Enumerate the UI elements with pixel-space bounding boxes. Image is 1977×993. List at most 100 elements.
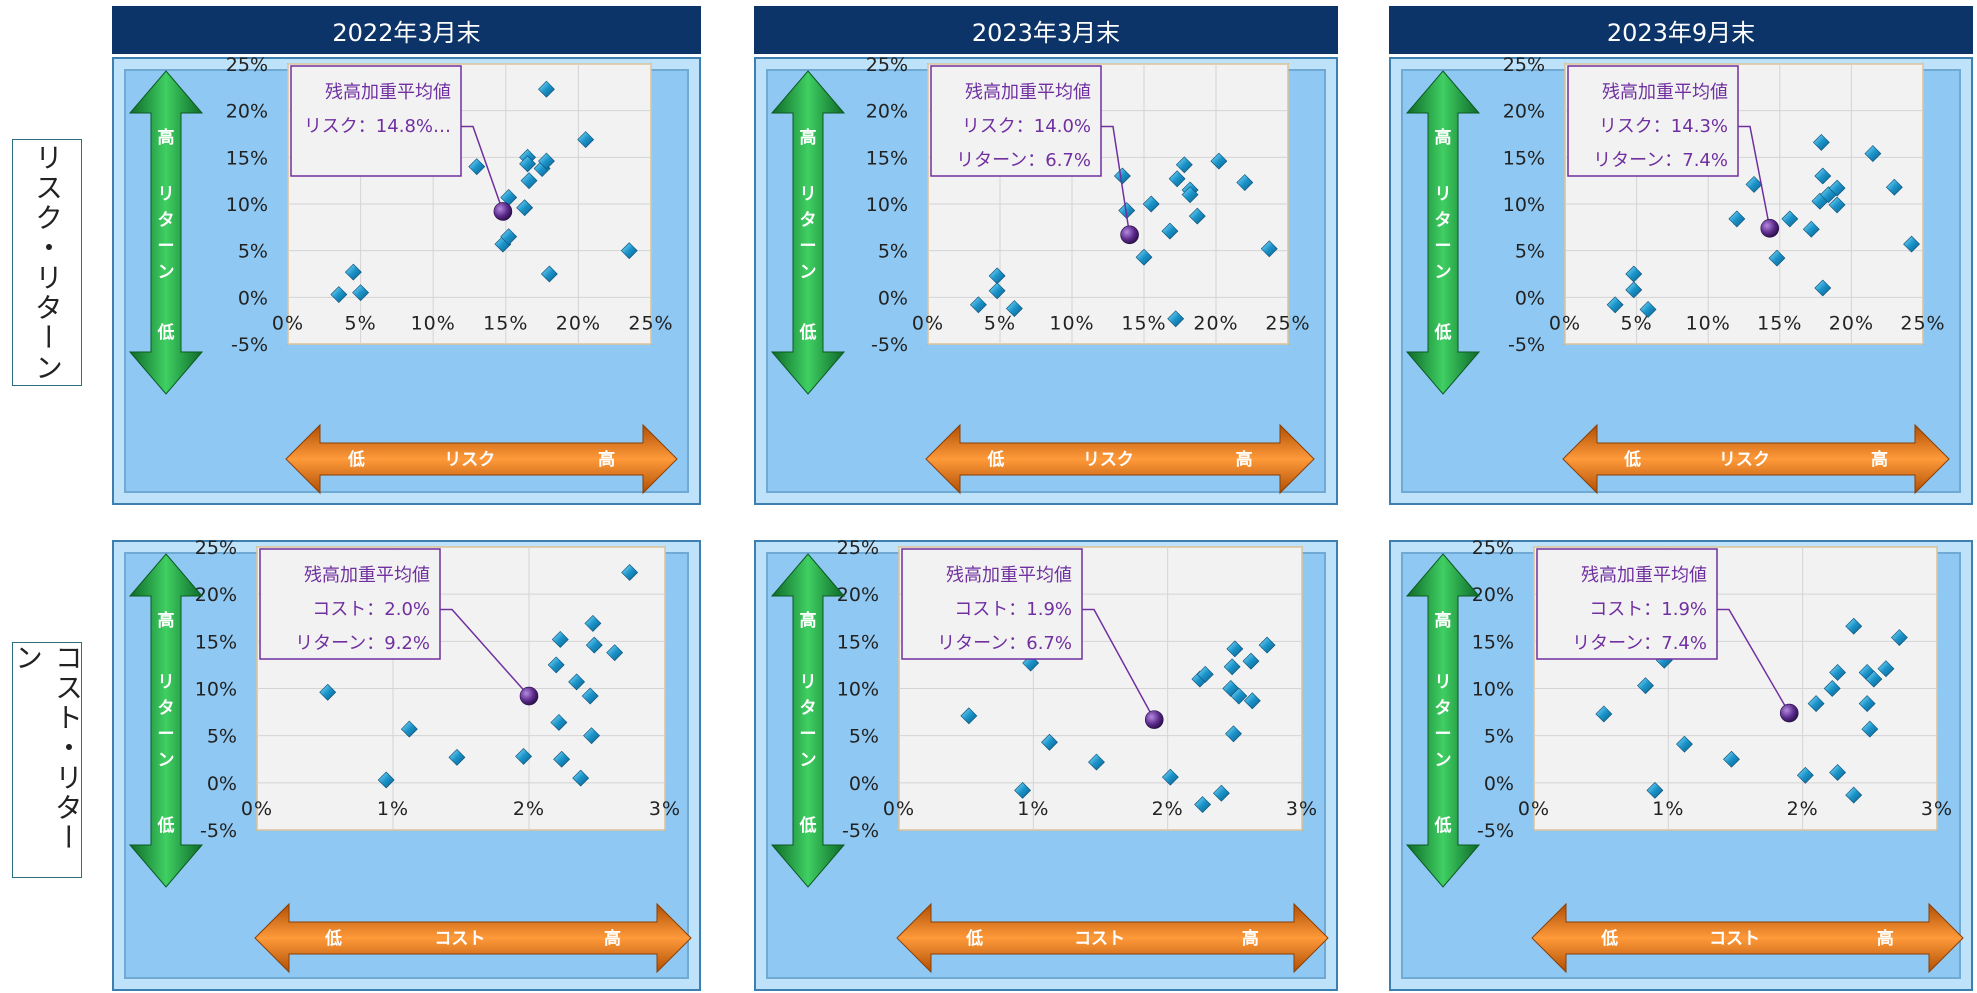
callout-line1: リスク：14.8%… [304,116,451,137]
arrow-label-low: 低 [965,928,983,949]
data-point-marker [1223,658,1241,676]
y-tick-label: 0% [1484,773,1514,795]
data-point-marker [1230,687,1248,705]
data-point-marker [584,614,602,632]
y-tick-label: 25% [837,537,879,559]
y-tick-label: 15% [226,147,268,169]
data-points [960,636,1276,813]
x-tick-label: 20% [556,312,601,334]
data-point-marker [1796,766,1814,784]
y-tick-label: -5% [871,334,908,356]
data-point-marker [1135,248,1153,266]
data-point-marker [960,707,978,725]
arrow-label-return-char: タ [158,211,175,231]
arrow-label-return-char: ー [800,725,817,745]
x-tick-label: 1% [1017,798,1049,820]
data-point-marker [538,152,555,170]
arrow-label-return-char: リ [800,185,817,205]
arrow-shape [896,902,1329,974]
data-point-marker [1812,133,1830,151]
arrow-label-high: 高 [1871,449,1888,470]
data-point-marker [1637,677,1654,695]
data-point-marker [969,296,987,314]
arrow-shape [1562,423,1950,495]
callout-box [259,548,441,660]
data-point-marker [988,282,1006,300]
data-point-marker [1885,178,1903,196]
arrow-label-high: 高 [1877,928,1894,949]
x-tick-label: 3% [1921,798,1953,820]
arrow-label-return-char: タ [800,211,817,231]
data-point-marker [1814,167,1832,185]
y-tick-label: 5% [1484,726,1514,748]
data-point-marker [568,673,586,691]
average-marker [1120,225,1139,245]
callout-line2: リターン：7.4% [1572,633,1707,654]
data-point-marker [1829,664,1847,681]
callout-line1: リスク：14.0% [962,116,1091,137]
callout-box [1567,65,1739,177]
data-point-marker [515,747,532,765]
callout-box [290,65,462,177]
scatter-chart: 25%20%15%10%5%0%-5%0% 5% 10% 15% 20% 25%残高加重平… [1405,54,1950,495]
y-tick-label: 5% [1515,241,1545,263]
chart-panel-cost-2023-03: 25% 20% 15% 10% 5% 0% -5% 0% 1% 2% 3% 残高加重平均値 コスト：1.… [754,537,1338,991]
data-point-marker [377,771,395,789]
arrow-label-return-char: ー [158,237,175,257]
x-tick-label: 3% [649,798,681,820]
arrow-label-return-char: リ [158,185,175,205]
average-marker [1144,710,1164,729]
arrow-label-low: 低 [1434,322,1452,343]
data-point-marker [1210,152,1228,170]
arrow-label-name: リスク [1083,450,1134,470]
data-point-marker [1861,720,1879,738]
callout-title: 残高加重平均値 [304,565,430,586]
arrow-label-return-char: タ [800,699,817,719]
data-point-marker [1005,300,1023,317]
y-tick-label: 25% [866,54,908,76]
chart-panel-risk-2023-03: 25% 20% 15% 10% 5% 0% -5% 0% 5% 10% 15% 20% 25% 残高加重平… [754,54,1338,505]
data-point-marker [1858,695,1876,713]
y-tick-label: 20% [195,584,237,606]
data-point-marker [1196,665,1214,683]
y-tick-label: 10% [1503,194,1545,216]
chart-panel-cost-2023-09: 25% 20% 15% 10% 5% 0% -5% 0% 1% 2% 3% 残高加重平均値 コスト：1.… [1389,537,1973,991]
data-point-marker [1226,640,1244,658]
data-point-marker [1167,310,1185,328]
x-tick-label: 15% [1121,312,1166,334]
row-label-cost-return: コスト・リターン [11,642,84,878]
horizontal-axis-arrow: 低 リスク 高 [285,423,678,495]
arrow-label-return-char: リ [800,673,817,693]
data-point-marker [1161,768,1179,786]
data-point-marker [352,284,370,302]
data-point-marker [520,172,538,190]
y-tick-label: -5% [1477,820,1514,842]
y-tick-label: 20% [837,584,879,606]
data-point-marker [1728,210,1746,228]
arrow-shape [1405,70,1481,395]
x-tick-label: 15% [483,312,528,334]
callout-leader-line [461,125,504,212]
x-tick-label: 20% [1193,312,1238,334]
arrow-label-return-char: ン [1435,263,1452,283]
data-point-marker [540,265,558,283]
arrow-shape [128,553,204,888]
chart-panel-risk-2023-09: 25% 20% 15% 10% 5% 0% -5% 0% 5% 10% 15% 20% 25% 残高加重平… [1389,54,1973,505]
data-point-marker [572,769,590,787]
x-tick-label: 2% [1152,798,1184,820]
data-point-marker [583,727,600,745]
gridlines [256,546,666,831]
x-tick-label: 0% [883,798,915,820]
callout-line1: コスト：2.0% [312,599,430,620]
arrow-label-low: 低 [157,815,175,836]
arrow-label-name: リスク [1719,450,1770,470]
horizontal-axis-arrow: 低 コスト 高 [254,902,692,974]
chart-panel-cost-2022: 25% 20% 15% 10% 5% 0% -5% 0% 1% 2% 3% 残高加重平均値 コスト：2.… [112,537,701,991]
average-marker [493,202,513,221]
callout-title: 残高加重平均値 [1602,82,1728,103]
x-tick-label: 25% [1265,312,1310,334]
data-point-marker [1723,750,1740,768]
